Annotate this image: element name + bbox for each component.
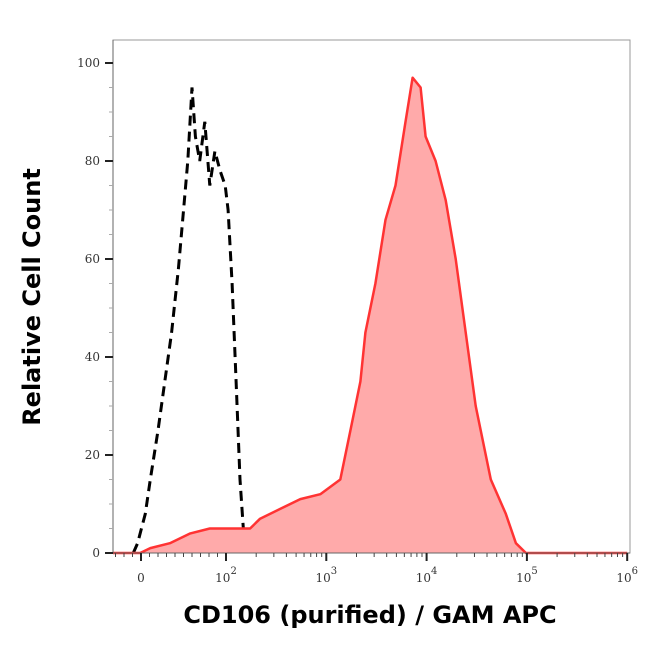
x-tick-base: 10 [215, 571, 230, 585]
x-tick-base: 10 [416, 571, 431, 585]
y-tick-label: 20 [85, 448, 100, 462]
y-tick-label: 100 [77, 56, 100, 70]
y-axis-label: Relative Cell Count [18, 168, 46, 426]
y-tick-label: 0 [92, 546, 100, 560]
x-axis-label: CD106 (purified) / GAM APC [183, 601, 556, 629]
x-tick-label: 102 [215, 566, 237, 585]
y-tick-label: 80 [85, 154, 100, 168]
sample-histogram-line [113, 76, 628, 555]
y-tick-label: 60 [85, 252, 100, 266]
x-tick-label: 105 [516, 566, 538, 585]
x-tick-base: 10 [616, 571, 631, 585]
x-tick-exponent: 4 [431, 566, 437, 577]
x-tick-exponent: 2 [230, 566, 236, 577]
x-tick-exponent: 6 [632, 566, 638, 577]
x-tick-base: 10 [315, 571, 330, 585]
x-tick-base: 0 [137, 571, 145, 585]
x-tick-base: 10 [516, 571, 531, 585]
x-tick-label: 104 [416, 566, 438, 585]
x-tick-label: 103 [315, 566, 337, 585]
x-tick-exponent: 3 [331, 566, 337, 577]
x-tick-exponent: 5 [531, 566, 537, 577]
x-tick-label: 0 [137, 571, 145, 585]
y-tick-label: 40 [85, 350, 100, 364]
x-tick-label: 106 [616, 566, 638, 585]
